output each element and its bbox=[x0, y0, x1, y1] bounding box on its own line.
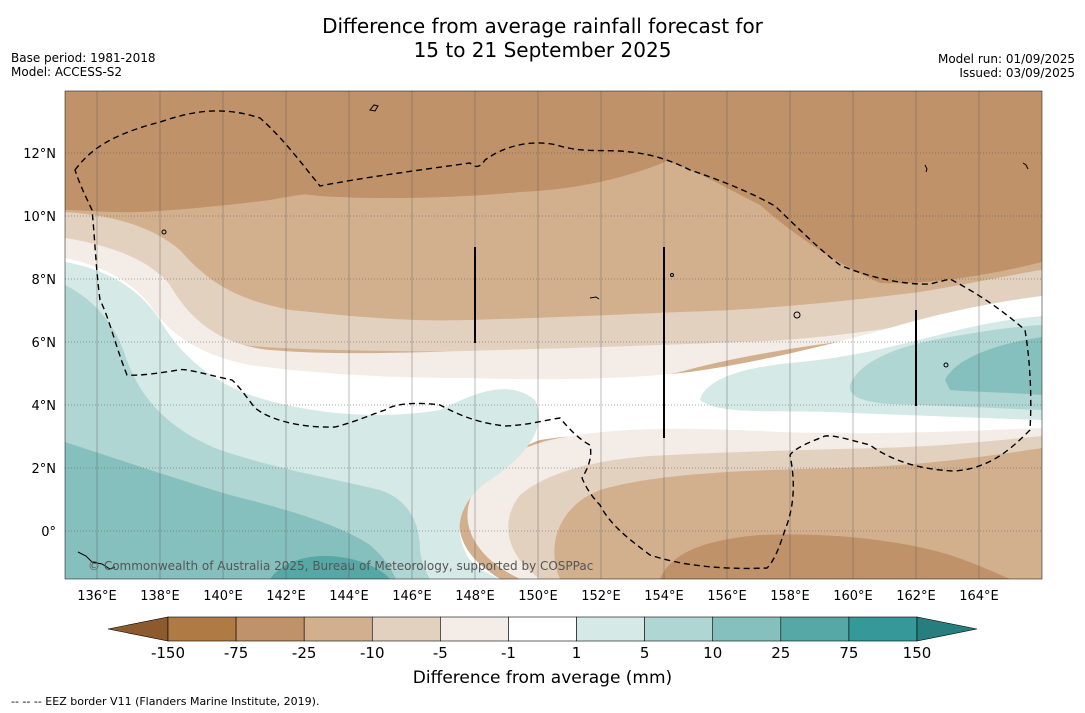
colorbar-segment bbox=[167, 616, 237, 642]
title-line-1: Difference from average rainfall forecas… bbox=[322, 14, 763, 38]
colorbar-segment bbox=[644, 616, 714, 642]
model-run-date: Model run: 01/09/2025 bbox=[937, 52, 1075, 66]
colorbar-tick-label: -25 bbox=[292, 644, 317, 662]
issued-date: Issued: 03/09/2025 bbox=[959, 66, 1075, 80]
base-period: Base period: 1981-2018 bbox=[11, 51, 156, 65]
colorbar-arrow-high bbox=[916, 616, 978, 642]
model-name: Model: ACCESS-S2 bbox=[11, 65, 123, 79]
band-pos10-pos25-east bbox=[945, 337, 1042, 395]
colorbar-tick-label: 150 bbox=[903, 644, 932, 662]
latitude-labels: 12°N 10°N 8°N 6°N 4°N 2°N 0° bbox=[23, 147, 56, 540]
eez-border bbox=[74, 110, 1032, 570]
band-neg5-neg1 bbox=[65, 238, 1042, 385]
lat-label: 10°N bbox=[23, 210, 56, 225]
lon-label: 150°E bbox=[518, 589, 558, 604]
colorbar-tick-label: 25 bbox=[771, 644, 790, 662]
colorbar bbox=[107, 616, 978, 642]
colorbar-tick-label: 10 bbox=[703, 644, 722, 662]
lon-label: 148°E bbox=[455, 589, 495, 604]
legend-title: Difference from average (mm) bbox=[412, 668, 673, 688]
longitude-labels: 136°E 138°E 140°E 142°E 144°E 146°E 148°… bbox=[77, 589, 999, 604]
colorbar-segment bbox=[235, 616, 305, 642]
band-pos10-pos25 bbox=[65, 442, 396, 579]
band-neg10-neg5 bbox=[65, 212, 1042, 352]
lon-label: 136°E bbox=[77, 589, 117, 604]
colorbar-tick-label: -75 bbox=[224, 644, 249, 662]
colorbar-tick-label: 5 bbox=[640, 644, 650, 662]
colorbar-segment bbox=[440, 616, 509, 642]
band-pos25-pos75 bbox=[270, 555, 390, 579]
lon-label: 146°E bbox=[392, 589, 432, 604]
lat-label: 12°N bbox=[23, 147, 56, 162]
model-run-info: Model run: 01/09/2025 Issued: 03/09/2025 bbox=[938, 52, 1075, 80]
colorbar-arrow-low bbox=[107, 616, 169, 642]
map-title: Difference from average rainfall forecas… bbox=[0, 14, 1085, 62]
colorbar-segment bbox=[576, 616, 645, 642]
lon-label: 144°E bbox=[329, 589, 369, 604]
colorbar-ticks: -150 -75 -25 -10 -5 -1 1 5 10 25 75 150 bbox=[151, 644, 931, 662]
lon-label: 140°E bbox=[203, 589, 243, 604]
colorbar-tick-label: 1 bbox=[572, 644, 582, 662]
lat-label: 0° bbox=[41, 525, 56, 540]
lon-label: 152°E bbox=[581, 589, 621, 604]
colorbar-tick-label: -1 bbox=[501, 644, 516, 662]
base-period-info: Base period: 1981-2018 Model: ACCESS-S2 bbox=[11, 51, 156, 79]
title-line-2: 15 to 21 September 2025 bbox=[413, 38, 672, 62]
lon-label: 154°E bbox=[644, 589, 684, 604]
band-neg25-neg10-south bbox=[554, 448, 1042, 579]
lon-label: 158°E bbox=[770, 589, 810, 604]
colorbar-tick-label: -10 bbox=[360, 644, 385, 662]
colorbar-segment bbox=[303, 616, 373, 642]
colorbar-tick-label: 75 bbox=[839, 644, 858, 662]
lat-label: 4°N bbox=[32, 399, 57, 414]
lat-label: 8°N bbox=[32, 273, 57, 288]
colorbar-tick-label: -5 bbox=[433, 644, 448, 662]
latitude-gridlines bbox=[65, 152, 1042, 532]
lon-label: 156°E bbox=[707, 589, 747, 604]
islands bbox=[77, 104, 1029, 570]
lon-label: 142°E bbox=[266, 589, 306, 604]
colorbar-segment bbox=[780, 616, 850, 642]
map-frame bbox=[64, 90, 1043, 580]
colorbar-segment bbox=[712, 616, 782, 642]
lon-label: 164°E bbox=[959, 589, 999, 604]
lat-label: 2°N bbox=[32, 462, 57, 477]
longitude-gridlines bbox=[96, 91, 980, 579]
colorbar-segment bbox=[508, 616, 577, 642]
colorbar-segment bbox=[371, 616, 441, 642]
lon-label: 160°E bbox=[833, 589, 873, 604]
eez-footnote: -- -- -- EEZ border V11 (Flanders Marine… bbox=[11, 695, 320, 708]
map-area: © Commonwealth of Australia 2025, Bureau… bbox=[65, 91, 1042, 579]
colorbar-tick-label: -150 bbox=[151, 644, 185, 662]
lon-label: 138°E bbox=[140, 589, 180, 604]
marker-lines bbox=[474, 247, 917, 438]
colorbar-segment bbox=[848, 616, 918, 642]
copyright-notice: © Commonwealth of Australia 2025, Bureau… bbox=[88, 559, 593, 573]
lat-label: 6°N bbox=[32, 336, 57, 351]
lon-label: 162°E bbox=[896, 589, 936, 604]
